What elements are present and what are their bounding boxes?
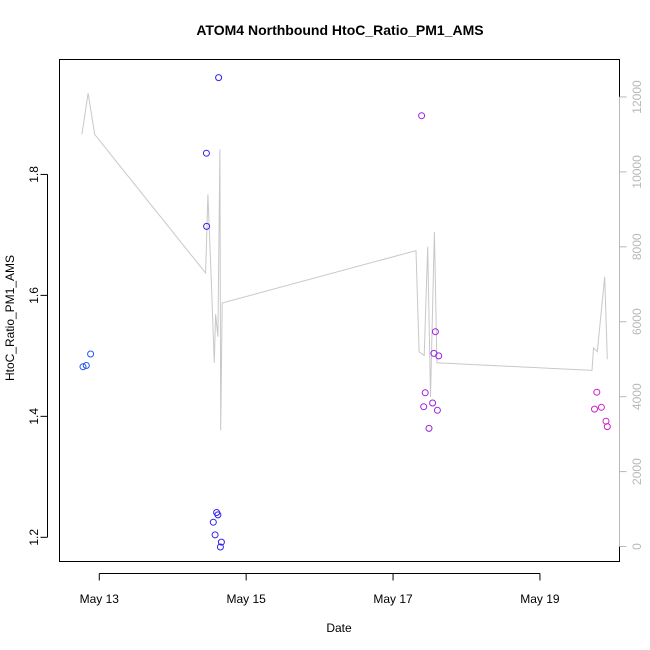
data-point-12 [217, 538, 225, 546]
y-tick-label-4: 1.8 [27, 166, 41, 183]
data-point-21 [435, 352, 443, 360]
x-tick-label-2: May 15 [226, 592, 266, 606]
y-tick-label-2: 1.4 [27, 408, 41, 425]
data-point-20 [433, 406, 441, 414]
y-axis-label: HtoC_Ratio_PM1_AMS [3, 255, 17, 381]
y2-tick-label-1: 0 [630, 543, 644, 550]
data-point-14 [420, 403, 428, 411]
y2-tick-label-2: 2000 [630, 458, 644, 485]
data-point-16 [425, 424, 433, 432]
data-point-4 [202, 149, 210, 157]
data-point-19 [431, 328, 439, 336]
x-axis: May 13 May 15 May 17 May 19 [80, 573, 560, 606]
secondary-series-line [81, 93, 608, 431]
y2-tick-label-6: 10000 [630, 155, 644, 189]
data-point-23 [593, 388, 601, 396]
data-point-15 [421, 389, 429, 397]
y-tick-label-3: 1.6 [27, 287, 41, 304]
data-point-2 [82, 362, 90, 369]
data-point-24 [597, 403, 605, 411]
data-point-1 [79, 363, 87, 371]
x-tick-label-3: May 17 [373, 592, 413, 606]
y2-tick-label-5: 8000 [630, 233, 644, 260]
x-tick-label-1: May 13 [80, 592, 120, 606]
x-tick-label-4: May 19 [520, 592, 560, 606]
y-axis: 1.2 1.4 1.6 1.8 [27, 166, 48, 546]
data-point-13 [418, 112, 426, 120]
plot-area [59, 59, 620, 562]
chart-title: ATOM4 Northbound HtoC_Ratio_PM1_AMS [196, 22, 483, 38]
data-point-22 [591, 405, 598, 413]
y2-tick-label-3: 4000 [630, 383, 644, 410]
data-point-7 [211, 531, 219, 539]
data-point-11 [216, 543, 224, 551]
data-point-26 [603, 423, 611, 431]
y2-tick-label-7: 12000 [630, 80, 644, 114]
data-point-6 [209, 518, 217, 526]
data-point-9 [214, 511, 222, 519]
x-axis-label: Date [326, 621, 352, 635]
y-tick-label-1: 1.2 [27, 529, 41, 546]
data-point-10 [215, 74, 223, 82]
data-point-17 [429, 399, 437, 407]
secondary-series-layer [81, 93, 608, 431]
y2-tick-label-4: 6000 [630, 308, 644, 335]
points-layer [79, 74, 611, 551]
data-point-3 [87, 350, 95, 358]
data-point-5 [203, 222, 211, 230]
y-axis-right: 0 2000 4000 6000 8000 10000 12000 [619, 80, 644, 550]
